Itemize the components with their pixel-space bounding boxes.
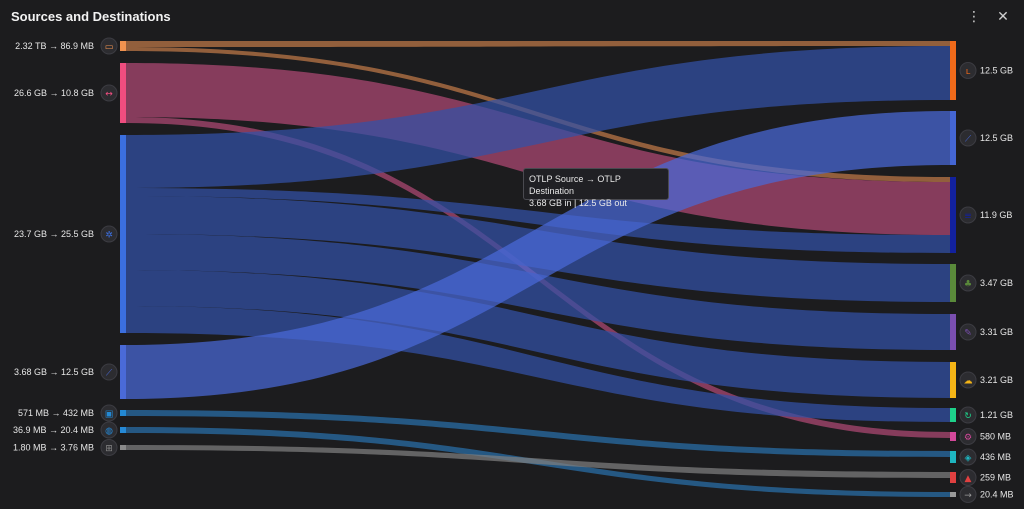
alert-icon-badge: [959, 469, 977, 486]
destination-label-5: 3.21 GB: [980, 375, 1013, 385]
destination-node-3[interactable]: [950, 264, 956, 302]
flow-cog-to-google-cloud[interactable]: [126, 270, 950, 398]
close-icon[interactable]: ✕: [994, 8, 1012, 26]
terminal-icon: ▭: [105, 43, 114, 53]
windows-icon-badge: [100, 439, 118, 456]
source-label-5: 36.9 MB → 20.4 MB: [13, 425, 94, 435]
destination-node-8[interactable]: [950, 451, 956, 463]
destination-label-2: 11.9 GB: [980, 210, 1012, 220]
splunk-icon: ≡: [964, 212, 972, 222]
globe-icon-badge: [100, 421, 118, 439]
source-node-6[interactable]: [120, 445, 126, 450]
flow-cog-to-boot[interactable]: [126, 46, 950, 188]
destination-node-5[interactable]: [950, 362, 956, 398]
alert-icon: ▲: [965, 474, 972, 484]
destination-node-4[interactable]: [950, 314, 956, 350]
cog-icon-badge: [100, 225, 118, 243]
destination-label-9: 259 MB: [980, 473, 1011, 483]
destination-label-7: 580 MB: [980, 432, 1011, 442]
double-arrow-icon: ↔: [105, 90, 113, 100]
source-node-5[interactable]: [120, 427, 126, 433]
stack-icon: ◈: [965, 454, 972, 464]
flow-terminal-to-boot[interactable]: [126, 41, 950, 47]
source-node-3[interactable]: [120, 345, 126, 399]
tooltip-flow-name: OTLP Source → OTLP Destination: [529, 174, 621, 196]
source-label-6: 1.80 MB → 3.76 MB: [13, 443, 94, 453]
source-node-2[interactable]: [120, 135, 126, 333]
tooltip-flow-values: 3.68 GB in | 12.5 GB out: [529, 198, 627, 208]
source-label-0: 2.32 TB → 86.9 MB: [15, 41, 94, 51]
source-label-4: 571 MB → 432 MB: [18, 408, 94, 418]
source-node-4[interactable]: [120, 410, 126, 416]
destination-node-10[interactable]: [950, 492, 956, 497]
telescope-icon-badge: [100, 363, 118, 381]
source-node-1[interactable]: [120, 63, 126, 123]
globe-icon: ◍: [105, 427, 113, 437]
double-arrow-icon-badge: [100, 84, 118, 102]
flow-double-arrow-to-splunk[interactable]: [126, 63, 950, 235]
arrow-right-icon-badge: [959, 486, 977, 503]
panel-header: Sources and Destinations ⋮ ✕: [0, 0, 1024, 34]
telescope-icon: ⟋: [965, 135, 972, 145]
windows-icon: ⊞: [105, 444, 113, 454]
flow-telescope-to-telescope[interactable]: [126, 111, 950, 399]
destination-label-4: 3.31 GB: [980, 327, 1013, 337]
destination-node-0[interactable]: [950, 41, 956, 100]
destination-node-1[interactable]: [950, 111, 956, 165]
source-label-1: 26.6 GB → 10.8 GB: [14, 88, 94, 98]
more-options-icon[interactable]: ⋮: [967, 9, 981, 25]
terminal-icon-badge: [100, 37, 118, 55]
gears-icon-badge: [959, 428, 977, 445]
google-cloud-icon: ☁: [964, 377, 973, 387]
loop-icon: ↻: [964, 412, 972, 422]
loop-icon-badge: [959, 406, 977, 424]
console-icon: ▣: [105, 410, 114, 420]
flow-console-to-stack[interactable]: [126, 410, 950, 457]
source-node-0[interactable]: [120, 41, 126, 51]
elephant-icon: ♣: [964, 280, 972, 290]
boot-icon-badge: [959, 62, 977, 79]
elephant-icon-badge: [959, 274, 977, 292]
google-cloud-icon-badge: [959, 371, 977, 389]
destination-node-7[interactable]: [950, 432, 956, 441]
flow-cog-to-scroll[interactable]: [126, 234, 950, 350]
console-icon-badge: [100, 404, 118, 422]
scroll-icon: ✎: [964, 329, 972, 339]
telescope-icon: ⟋: [106, 369, 113, 379]
scroll-icon-badge: [959, 323, 977, 341]
source-label-2: 23.7 GB → 25.5 GB: [14, 229, 94, 239]
boot-icon: ʟ: [966, 67, 971, 77]
telescope-icon-badge: [959, 129, 977, 147]
destination-label-8: 436 MB: [980, 452, 1011, 462]
splunk-icon-badge: [959, 206, 977, 224]
arrow-right-icon: →: [964, 491, 972, 501]
destination-label-10: 20.4 MB: [980, 490, 1014, 500]
destination-label-0: 12.5 GB: [980, 66, 1013, 76]
cog-icon: ✲: [105, 231, 113, 241]
panel-title: Sources and Destinations: [11, 9, 171, 24]
destination-node-9[interactable]: [950, 472, 956, 483]
destination-node-6[interactable]: [950, 408, 956, 422]
source-label-3: 3.68 GB → 12.5 GB: [14, 367, 94, 377]
flow-cog-to-splunk[interactable]: [126, 188, 950, 253]
flow-windows-to-alert[interactable]: [126, 445, 950, 478]
destination-node-2[interactable]: [950, 177, 956, 253]
stack-icon-badge: [959, 448, 977, 466]
flow-tooltip: OTLP Source → OTLP Destination 3.68 GB i…: [523, 168, 669, 208]
destination-label-3: 3.47 GB: [980, 278, 1013, 288]
gears-icon: ⚙: [964, 433, 972, 443]
destination-label-1: 12.5 GB: [980, 133, 1013, 143]
destination-label-6: 1.21 GB: [980, 410, 1013, 420]
